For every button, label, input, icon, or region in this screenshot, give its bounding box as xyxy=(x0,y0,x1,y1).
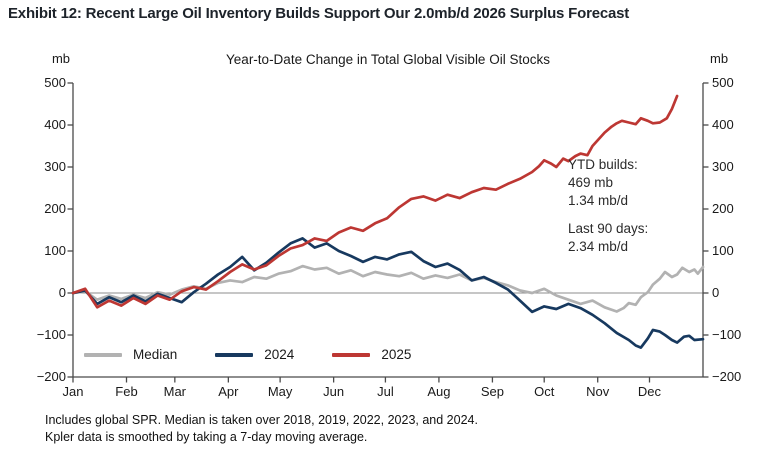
x-tick-label-feb: Feb xyxy=(115,384,138,399)
x-tick-label-jul: Jul xyxy=(377,384,394,399)
legend-item-median: Median xyxy=(84,347,177,362)
x-tick-label-jun: Jun xyxy=(323,384,345,399)
legend-label-2025: 2025 xyxy=(381,347,412,362)
x-tick-label-apr: Apr xyxy=(218,384,239,399)
y-tick-label-left: −200 xyxy=(36,369,66,384)
y-tick-label-left: 200 xyxy=(44,201,66,216)
chart-footnotes: Includes global SPR. Median is taken ove… xyxy=(45,412,478,445)
x-tick-label-dec: Dec xyxy=(637,384,662,399)
y-tick-label-right: 500 xyxy=(712,75,734,90)
x-tick-label-oct: Oct xyxy=(534,384,555,399)
ytd-builds-label: YTD builds: xyxy=(568,157,638,172)
x-tick-label-nov: Nov xyxy=(586,384,610,399)
y-tick-label-right: 200 xyxy=(712,201,734,216)
ytd-builds-rate: 1.34 mb/d xyxy=(568,193,629,208)
y-axis-unit-left: mb xyxy=(51,51,70,66)
legend-label-2024: 2024 xyxy=(264,347,295,362)
y-tick-label-left: −100 xyxy=(36,327,66,342)
legend-item-2025: 2025 xyxy=(332,347,411,362)
legend-swatch-median xyxy=(84,352,122,357)
chart-annotation: YTD builds: 469 mb 1.34 mb/d Last 90 day… xyxy=(568,156,648,256)
series-line-2025 xyxy=(71,94,679,309)
y-tick-label-right: 100 xyxy=(712,243,734,258)
last-90-days-label: Last 90 days: xyxy=(568,221,649,236)
y-tick-label-left: 0 xyxy=(58,285,66,300)
last-90-days-rate: 2.34 mb/d xyxy=(568,239,629,254)
legend-swatch-2025 xyxy=(332,352,371,357)
series-line-2024 xyxy=(71,237,705,349)
y-tick-label-left: 300 xyxy=(44,159,66,174)
y-tick-label-left: 500 xyxy=(44,75,66,90)
x-tick-label-jan: Jan xyxy=(62,384,84,399)
legend-label-median: Median xyxy=(133,347,178,362)
ytd-builds-mb: 469 mb xyxy=(568,175,614,190)
legend-swatch-2024 xyxy=(215,352,254,357)
x-tick-label-sep: Sep xyxy=(480,384,504,399)
chart-subtitle: Year-to-Date Change in Total Global Visi… xyxy=(226,52,550,67)
y-tick-label-left: 400 xyxy=(44,117,66,132)
x-tick-label-may: May xyxy=(267,384,293,399)
y-tick-label-right: 400 xyxy=(712,117,734,132)
x-tick-label-mar: Mar xyxy=(163,384,187,399)
footnote-line-2: Kpler data is smoothed by taking a 7-day… xyxy=(45,429,368,444)
y-tick-label-left: 100 xyxy=(44,243,66,258)
ytd-builds-annotation: YTD builds: 469 mb 1.34 mb/d xyxy=(568,156,648,210)
y-axis-unit-right: mb xyxy=(710,51,729,66)
legend-item-2024: 2024 xyxy=(215,347,294,362)
y-tick-label-right: −100 xyxy=(712,327,742,342)
chart-legend: Median 2024 2025 xyxy=(84,347,411,362)
footnote-line-1: Includes global SPR. Median is taken ove… xyxy=(45,413,478,427)
exhibit-title: Exhibit 12: Recent Large Oil Inventory B… xyxy=(8,5,630,22)
y-tick-label-right: −200 xyxy=(712,369,742,384)
y-tick-label-right: 0 xyxy=(712,285,720,300)
y-tick-label-right: 300 xyxy=(712,159,734,174)
series-line-median xyxy=(71,264,705,313)
last-90-days-annotation: Last 90 days: 2.34 mb/d xyxy=(568,220,648,256)
x-tick-label-aug: Aug xyxy=(427,384,451,399)
